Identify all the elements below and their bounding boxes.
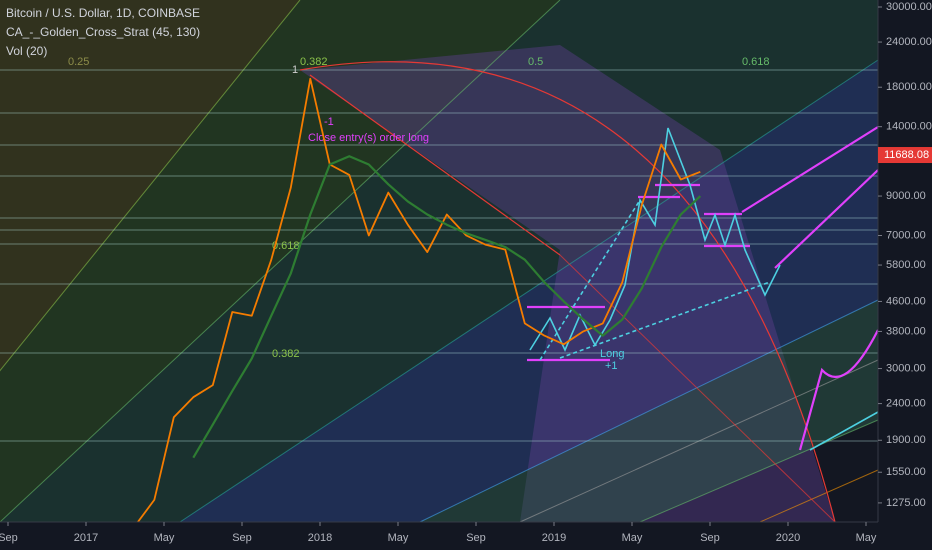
x-tick-label: Sep	[700, 532, 720, 544]
x-tick-label: May	[154, 532, 175, 544]
background	[0, 0, 879, 523]
y-tick-label: 14000.00	[886, 121, 932, 133]
y-tick-label: 2400.00	[886, 397, 926, 409]
last-price-label: 11688.08	[884, 149, 929, 161]
annotation: 0.5	[528, 56, 543, 68]
annotation: 0.618	[272, 240, 300, 252]
y-tick-label: 24000.00	[886, 36, 932, 48]
x-tick-label: Sep	[232, 532, 252, 544]
indicator-label: CA_-_Golden_Cross_Strat (45, 130)	[6, 25, 200, 39]
y-tick-label: 9000.00	[886, 190, 926, 202]
x-tick-label: 2019	[542, 532, 566, 544]
y-tick-label: 1275.00	[886, 497, 926, 509]
annotation: Close entry(s) order long	[308, 132, 429, 144]
price-line	[192, 155, 702, 459]
annotation: Long	[600, 348, 624, 360]
annotation: 1	[292, 64, 298, 76]
price-axis	[878, 0, 932, 550]
y-tick-label: 7000.00	[886, 229, 926, 241]
annotation: 0.382	[272, 348, 300, 360]
y-tick-label: 18000.00	[886, 81, 932, 93]
x-tick-label: May	[856, 532, 877, 544]
y-tick-label: 3000.00	[886, 362, 926, 374]
x-tick-label: Sep	[466, 532, 486, 544]
annotation: 0.618	[742, 56, 770, 68]
y-tick-label: 30000.00	[886, 1, 932, 13]
x-tick-label: May	[622, 532, 643, 544]
annotation: 0.382	[300, 56, 328, 68]
annotation: 0.25	[68, 56, 89, 68]
last-price-badge	[878, 147, 932, 164]
price-line	[134, 77, 701, 527]
y-tick-label: 4600.00	[886, 295, 926, 307]
y-tick-label: 5800.00	[886, 259, 926, 271]
x-tick-label: May	[388, 532, 409, 544]
y-tick-label: 3800.00	[886, 325, 926, 337]
x-tick-label: 2020	[776, 532, 800, 544]
x-tick-label: 2018	[308, 532, 332, 544]
x-tick-label: 2017	[74, 532, 98, 544]
time-axis	[0, 522, 932, 550]
x-tick-label: Sep	[0, 532, 18, 544]
y-tick-label: 1900.00	[886, 434, 926, 446]
volume-label: Vol (20)	[6, 44, 47, 58]
annotation: +1	[605, 360, 618, 372]
title: Bitcoin / U.S. Dollar, 1D, COINBASE	[6, 6, 200, 20]
y-tick-label: 1550.00	[886, 466, 926, 478]
annotation: -1	[324, 116, 334, 128]
